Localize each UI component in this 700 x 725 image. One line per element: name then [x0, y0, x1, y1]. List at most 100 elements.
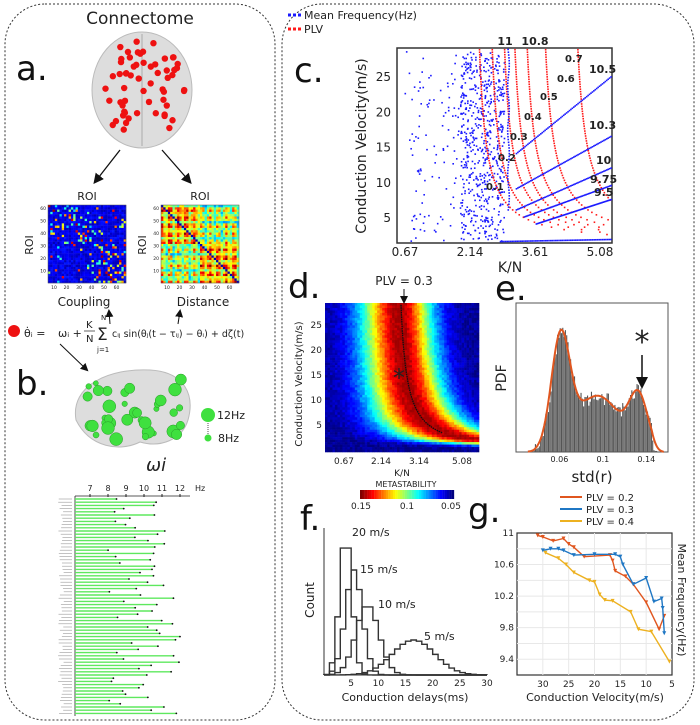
matrix-cell: [59, 246, 62, 249]
frequency-point: [434, 162, 436, 164]
matrix-cell: [48, 244, 51, 247]
matrix-cell: [121, 257, 124, 261]
matrix-cell: [167, 237, 171, 240]
heatmap-cell: [337, 315, 341, 319]
matrix-cell: [190, 205, 194, 208]
matrix-cell: [183, 239, 187, 242]
matrix-cell: [66, 264, 69, 268]
matrix-cell: [186, 230, 189, 233]
matrix-cell: [197, 221, 201, 224]
matrix-cell: [75, 266, 79, 270]
heatmap-cell: [347, 439, 351, 443]
heatmap-cell: [337, 434, 341, 438]
plv-contour-point: [552, 209, 555, 211]
matrix-cell: [202, 253, 205, 256]
heatmap-cell: [339, 377, 343, 381]
frequency-contour-point: [560, 215, 563, 217]
plv-contour-point: [505, 76, 507, 78]
matrix-cell: [174, 271, 178, 275]
frequency-contour-point: [585, 149, 588, 151]
matrix-cell: [218, 223, 221, 226]
matrix-cell: [54, 273, 58, 277]
matrix-cell: [103, 248, 106, 252]
frequency-contour-point: [535, 200, 538, 202]
frequency-point: [463, 163, 466, 166]
matrix-cell: [179, 257, 182, 261]
heatmap-cell: [339, 434, 343, 438]
plv-contour-point: [593, 172, 596, 174]
matrix-cell: [93, 223, 97, 226]
frequency-contour-point: [561, 239, 564, 242]
matrix-cell: [121, 239, 124, 242]
matrix-cell: [181, 232, 185, 236]
matrix-cell: [114, 271, 118, 275]
heatmap-cell: [329, 312, 333, 316]
plv-contour-point: [564, 221, 567, 224]
matrix-cell: [213, 276, 217, 279]
matrix-cell: [123, 214, 127, 217]
matrix-cell: [188, 216, 192, 219]
frequency-point: [496, 69, 498, 71]
matrix-cell: [200, 260, 203, 263]
matrix-cell: [163, 230, 166, 233]
matrix-cell: [222, 241, 226, 245]
frequency-point: [496, 98, 499, 101]
heatmap-cell: [349, 303, 353, 306]
frequency-contour-point: [591, 239, 594, 241]
matrix-cell: [123, 211, 127, 215]
matrix-cell: [87, 230, 90, 233]
frequency-point: [484, 232, 486, 235]
matrix-cell: [82, 257, 85, 261]
heatmap-cell: [344, 409, 348, 413]
matrix-cell: [161, 211, 164, 215]
frequency-contour-point: [607, 199, 609, 202]
matrix-cell: [236, 248, 240, 252]
frequency-point: [410, 240, 413, 242]
plv-contour-point: [478, 48, 481, 51]
frequency-dot: [172, 597, 175, 600]
matrix-cell: [123, 269, 127, 272]
matrix-cell: [163, 221, 166, 224]
plv-contour-point: [503, 51, 506, 54]
plv-contour-point: [505, 85, 508, 88]
frequency-contour-point: [544, 208, 547, 211]
matrix-cell: [93, 262, 97, 265]
matrix-cell: [167, 271, 171, 275]
matrix-cell: [68, 211, 72, 215]
heatmap-cell: [344, 315, 348, 319]
matrix-cell: [50, 234, 53, 238]
matrix-cell: [200, 216, 203, 219]
heatmap-cell: [344, 335, 348, 339]
matrix-cell: [227, 232, 231, 236]
matrix-cell: [107, 223, 111, 226]
heatmap-cell: [344, 350, 348, 353]
frequency-contour-point: [601, 171, 604, 173]
plv-contour-point: [530, 108, 533, 110]
matrix-cell: [105, 264, 108, 268]
heatmap-cell: [334, 345, 338, 348]
matrix-cell: [177, 216, 180, 219]
matrix-cell: [186, 218, 189, 222]
matrix-cell: [64, 269, 67, 272]
matrix-cell: [89, 269, 92, 272]
heatmap-cell: [337, 432, 341, 435]
matrix-cell: [225, 230, 228, 233]
matrix-cell: [167, 257, 171, 261]
matrix-cell: [91, 257, 95, 261]
matrix-cell: [209, 241, 212, 245]
matrix-cell: [57, 278, 60, 281]
frequency-point: [463, 213, 465, 216]
matrix-cell: [48, 278, 51, 281]
plv-contour-point: [530, 177, 532, 179]
frequency-contour-point: [600, 238, 602, 241]
matrix-cell: [121, 244, 124, 247]
frequency-point: [488, 75, 491, 78]
frequency-point: [485, 150, 487, 153]
frequency-point: [490, 219, 493, 221]
frequency-point: [473, 144, 475, 147]
frequency-contour-point: [537, 176, 539, 178]
heatmap-cell: [344, 377, 348, 381]
matrix-cell: [93, 230, 97, 233]
matrix-cell: [98, 227, 101, 231]
plv-contour-point: [514, 159, 517, 162]
